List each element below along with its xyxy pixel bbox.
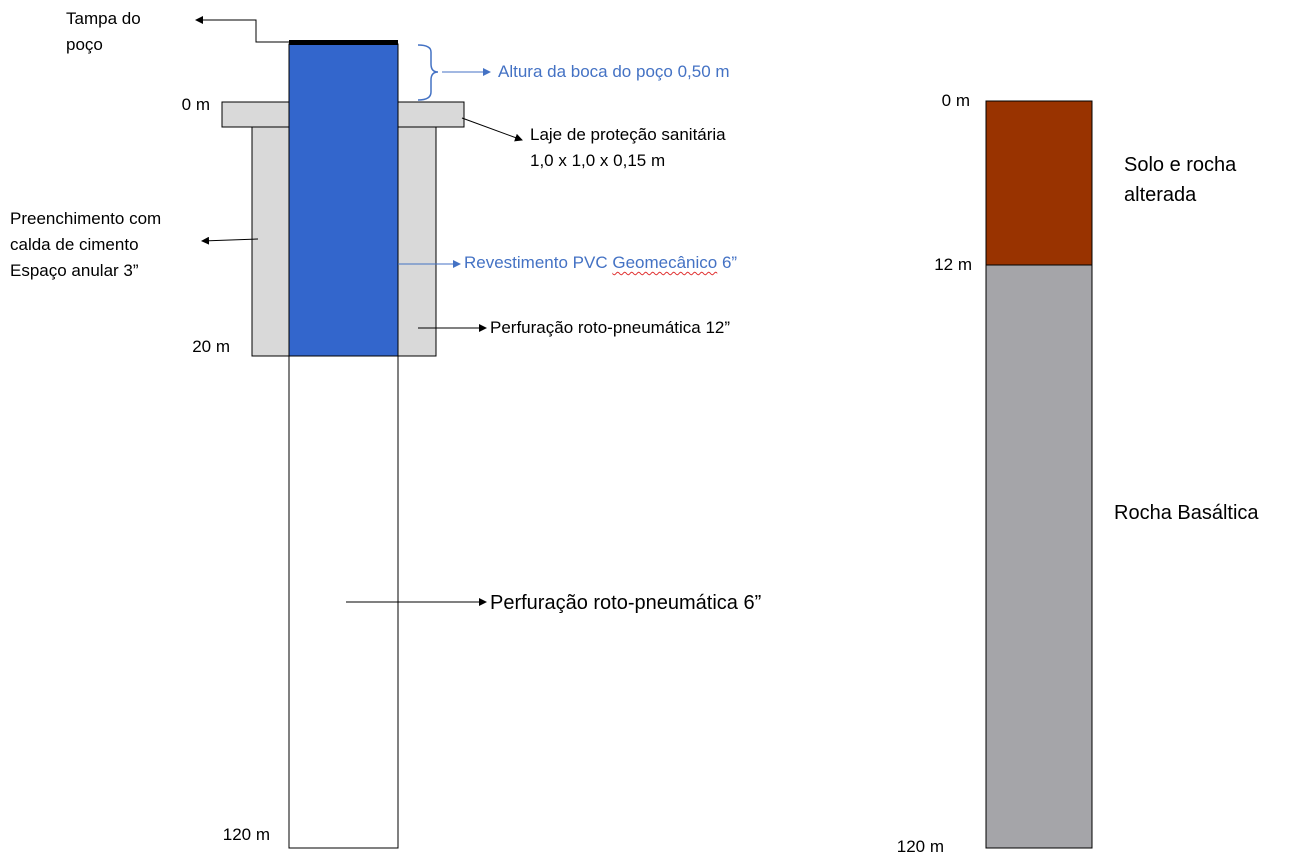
slab-arrow — [461, 117, 523, 142]
drilling-12-label: Perfuração roto-pneumática 12” — [490, 318, 731, 337]
well-depth-0m: 0 m — [181, 95, 210, 114]
geology-depth-12m: 12 m — [934, 255, 972, 274]
geology-depth-120m: 120 m — [896, 837, 944, 856]
geology-depth-0m: 0 m — [941, 91, 970, 110]
cap-label: Tampa do poço — [66, 9, 141, 54]
well-depth-20m: 20 m — [192, 337, 230, 356]
casing-label-prefix: Revestimento PVC — [464, 253, 613, 272]
pvc-casing — [288, 43, 399, 357]
wellhead-height-bracket — [417, 44, 439, 101]
casing-label-word: Geomecânico — [612, 253, 718, 272]
layer-label-basalto: Rocha Basáltica — [1114, 502, 1259, 524]
layer-solo-rocha-alterada — [985, 100, 1093, 266]
grout-arrow — [201, 236, 259, 245]
cap-leader-line — [195, 16, 296, 43]
well-cap — [289, 40, 398, 45]
grout-label: Preenchimento com calda de cimento Espaç… — [10, 209, 162, 280]
casing-label-suffix: 6” — [717, 253, 738, 272]
well-depth-120m: 120 m — [222, 825, 270, 844]
wellhead-height-label: Altura da boca do poço 0,50 m — [498, 62, 730, 81]
casing-label: Revestimento PVC Geomecânico 6” — [464, 250, 737, 276]
layer-label-solo: Solo e rocha alterada — [1124, 154, 1237, 206]
layer-rocha-basaltica — [985, 264, 1093, 849]
slab-label: Laje de proteção sanitária 1,0 x 1,0 x 0… — [530, 125, 726, 170]
drilling-6-label: Perfuração roto-pneumática 6” — [490, 592, 762, 614]
